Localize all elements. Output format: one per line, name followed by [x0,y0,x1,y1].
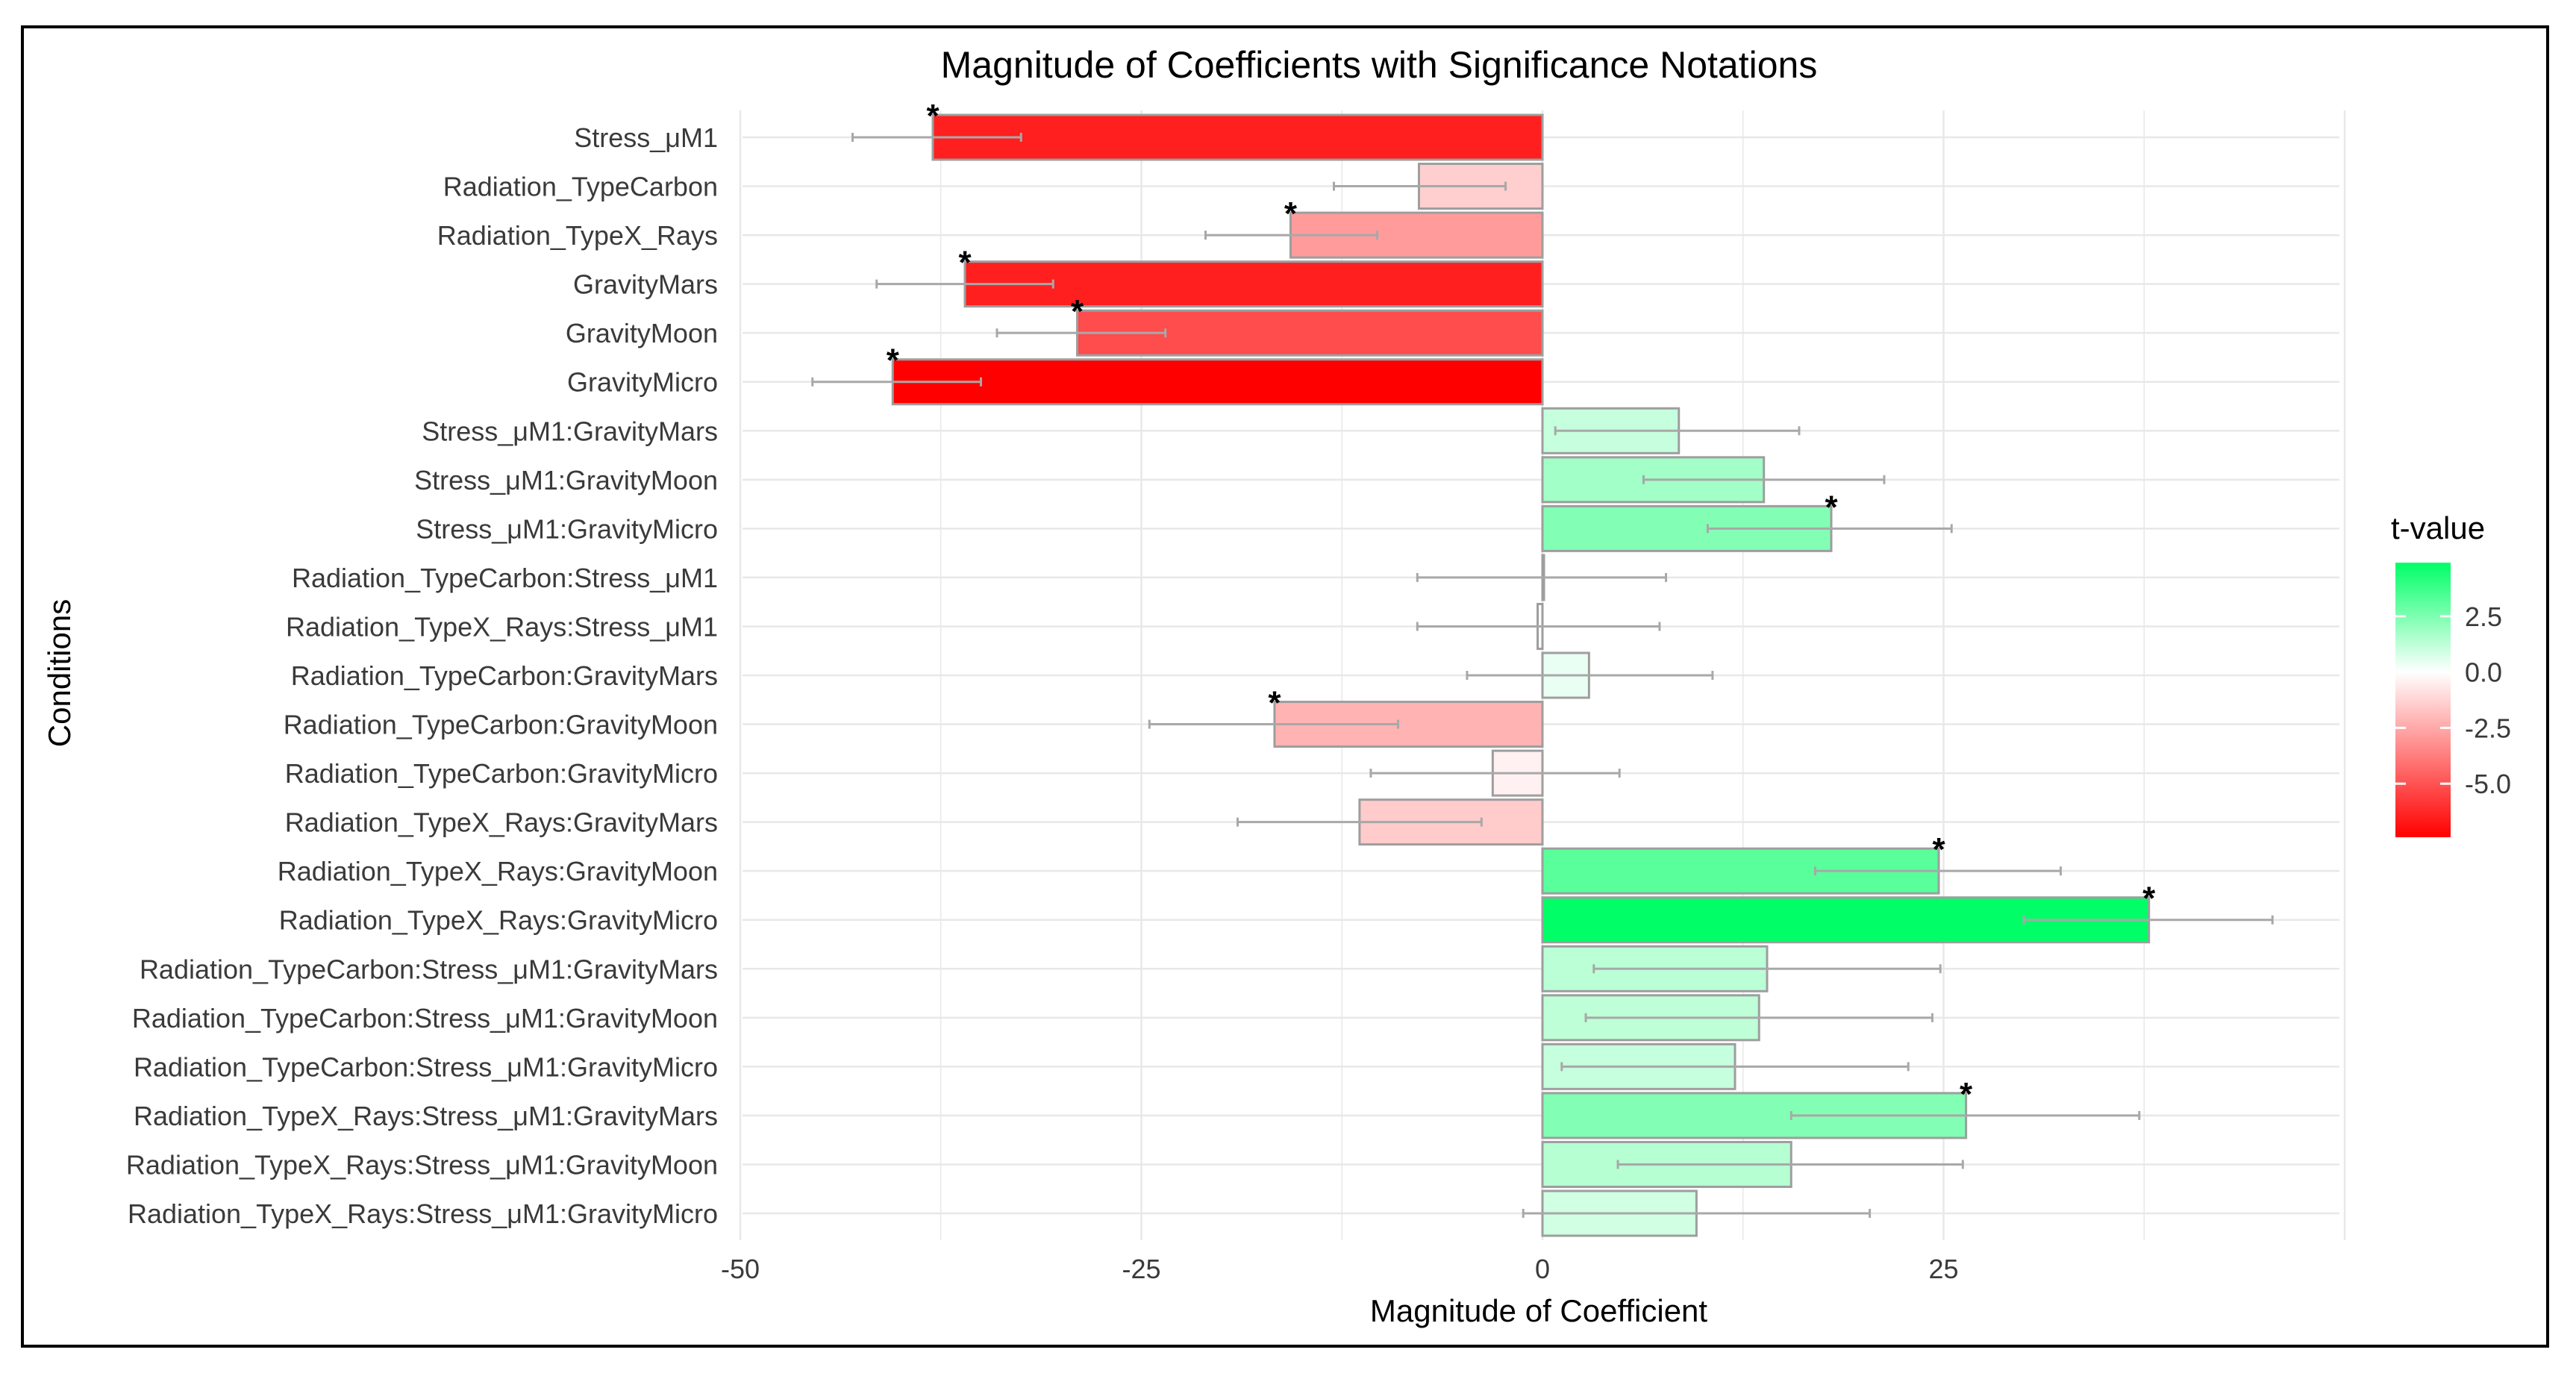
legend-tick-label: 0.0 [2465,657,2502,688]
y-tick-label: Radiation_TypeX_Rays:Stress_μM1 [286,611,718,642]
x-tick-label: 25 [1928,1254,1958,1284]
significance-mark: * [1268,685,1281,722]
x-axis-label: Magnitude of Coefficient [1370,1293,1708,1328]
y-tick-label: Radiation_TypeCarbon:Stress_μM1:GravityM… [132,1003,718,1034]
significance-mark: * [2142,881,2156,917]
significance-mark: * [887,343,900,379]
y-tick-label: Stress_μM1:GravityMoon [414,465,718,495]
y-axis-label: Conditions [42,599,77,747]
y-tick-label: Radiation_TypeX_Rays:GravityMars [285,807,718,838]
legend: t-value 2.5 0.0 -2.5 -5.0 [2391,510,2511,837]
y-tick-label: Radiation_TypeX_Rays:Stress_μM1:GravityM… [126,1149,718,1180]
y-tick-label: Radiation_TypeCarbon:Stress_μM1 [292,563,718,593]
bar [931,113,1544,161]
significance-mark: * [1825,489,1838,525]
legend-tick-label: -5.0 [2465,769,2511,799]
y-tick-label: Radiation_TypeCarbon:Stress_μM1:GravityM… [134,1051,718,1082]
significance-mark: * [1932,831,1945,868]
y-tick-labels: Stress_μM1 Radiation_TypeCarbon Radiation_… [126,122,718,1229]
y-tick-label: Radiation_TypeX_Rays:GravityMoon [278,856,718,886]
y-tick-label: Radiation_TypeCarbon:GravityMars [291,660,718,691]
significance-mark: * [958,245,972,281]
y-tick-label: Radiation_TypeCarbon [443,172,718,202]
y-tick-label: GravityMoon [566,318,718,348]
y-tick-label: Radiation_TypeCarbon:GravityMoon [284,710,718,740]
legend-colorbar [2395,563,2451,837]
significance-mark: * [926,98,940,134]
legend-title: t-value [2391,510,2485,545]
y-tick-label: GravityMars [573,269,718,300]
bar [891,358,1544,406]
significance-mark: * [1284,196,1298,232]
chart-frame [21,25,2549,1348]
bar [963,260,1544,308]
y-tick-label: Stress_μM1 [574,122,718,153]
y-tick-label: Radiation_TypeX_Rays:Stress_μM1:GravityM… [134,1101,718,1131]
significance-mark: * [1960,1076,1973,1113]
legend-tick-label: -2.5 [2465,713,2511,743]
x-tick-label: -50 [721,1254,760,1284]
x-tick-label: -25 [1122,1254,1160,1284]
y-tick-label: Radiation_TypeX_Rays:GravityMicro [279,905,718,936]
bars: * * * * * * * * * * [811,98,2274,1237]
legend-tick-label: 2.5 [2465,601,2502,632]
y-tick-label: Radiation_TypeCarbon:GravityMicro [285,758,718,789]
y-tick-label: Radiation_TypeX_Rays:Stress_μM1:GravityM… [128,1198,718,1229]
chart-title: Magnitude of Coefficients with Significa… [941,44,1818,86]
x-tick-label: 0 [1535,1254,1550,1284]
y-tick-label: Stress_μM1:GravityMars [422,416,718,446]
y-tick-label: Radiation_TypeX_Rays [437,220,718,251]
y-tick-label: Radiation_TypeCarbon:Stress_μM1:GravityM… [140,954,718,984]
x-tick-labels: -50 -25 0 25 [721,1254,1959,1284]
significance-mark: * [1071,293,1084,330]
bar [1541,1092,1968,1139]
y-tick-label: GravityMicro [567,367,718,398]
y-tick-label: Stress_μM1:GravityMicro [416,513,718,544]
